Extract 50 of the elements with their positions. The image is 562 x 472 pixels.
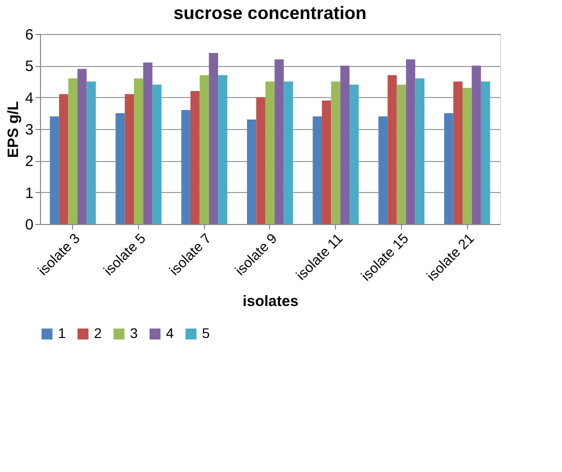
bar: [388, 75, 397, 224]
y-tick-label: 2: [25, 153, 34, 170]
bar: [134, 78, 144, 224]
legend-label: 1: [58, 325, 66, 341]
bar: [312, 116, 322, 224]
bar: [322, 100, 332, 224]
y-axis-title: EPS g/L: [5, 101, 22, 158]
bar: [218, 75, 228, 224]
bar: [116, 113, 125, 224]
bar: [340, 66, 350, 224]
bar: [406, 59, 416, 224]
bar: [396, 84, 406, 224]
bar: [462, 88, 472, 224]
bar: [77, 68, 87, 224]
bar: [284, 82, 293, 224]
bar: [415, 78, 424, 224]
bar: [256, 97, 266, 224]
bar: [208, 53, 218, 224]
bar: [59, 94, 68, 224]
bar: [50, 116, 60, 224]
bar: [68, 78, 78, 224]
bar: [86, 82, 96, 224]
bar: [265, 82, 275, 224]
y-tick-label: 3: [25, 122, 34, 138]
y-tick-label: 1: [25, 184, 34, 202]
bar: [200, 75, 209, 224]
y-tick-label: 6: [25, 26, 34, 44]
bar: [480, 82, 490, 224]
y-tick-label: 0: [25, 216, 34, 234]
bar: [143, 62, 152, 224]
legend-label: 4: [166, 325, 174, 341]
chart-title: sucrose concentration: [173, 3, 367, 23]
bar: [247, 120, 256, 224]
x-axis-title: isolates: [242, 292, 298, 310]
bar: [444, 113, 454, 224]
bar: [453, 82, 463, 224]
legend-label: 2: [94, 325, 102, 341]
legend-label: 3: [130, 325, 138, 341]
bar: [181, 110, 190, 224]
legend-label: 5: [202, 325, 210, 341]
bar: [190, 91, 200, 224]
bar: [350, 84, 359, 224]
bar: [152, 84, 162, 224]
y-tick-label: 4: [25, 90, 34, 107]
bar: [274, 59, 284, 224]
bar: [331, 82, 340, 224]
y-tick-label: 5: [25, 58, 34, 76]
bar: [472, 66, 481, 224]
bar: [378, 116, 388, 224]
bar: [124, 94, 134, 224]
